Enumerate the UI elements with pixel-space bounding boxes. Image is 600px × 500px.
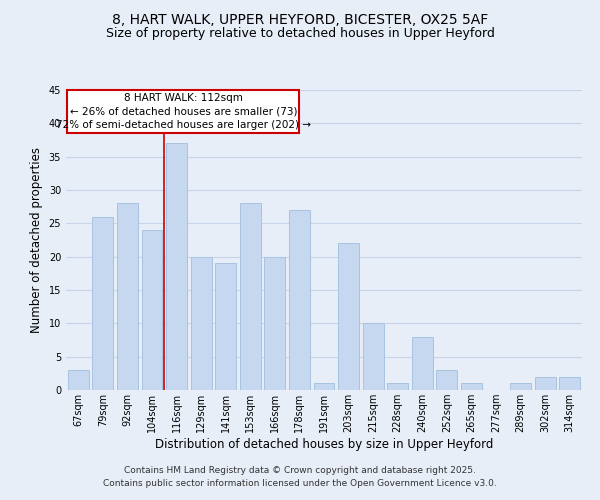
Bar <box>265 256 286 390</box>
Bar <box>436 370 457 390</box>
X-axis label: Distribution of detached houses by size in Upper Heyford: Distribution of detached houses by size … <box>155 438 493 451</box>
Bar <box>117 204 138 390</box>
Bar <box>461 384 482 390</box>
Bar <box>559 376 580 390</box>
Bar <box>166 144 187 390</box>
Bar <box>289 210 310 390</box>
Y-axis label: Number of detached properties: Number of detached properties <box>30 147 43 333</box>
Bar <box>142 230 163 390</box>
Bar <box>215 264 236 390</box>
Text: 8 HART WALK: 112sqm
← 26% of detached houses are smaller (73)
72% of semi-detach: 8 HART WALK: 112sqm ← 26% of detached ho… <box>56 94 311 130</box>
Text: 8, HART WALK, UPPER HEYFORD, BICESTER, OX25 5AF: 8, HART WALK, UPPER HEYFORD, BICESTER, O… <box>112 12 488 26</box>
Bar <box>68 370 89 390</box>
Bar <box>362 324 383 390</box>
FancyBboxPatch shape <box>67 90 299 134</box>
Bar <box>191 256 212 390</box>
Bar <box>338 244 359 390</box>
Bar <box>387 384 408 390</box>
Bar <box>510 384 531 390</box>
Text: Size of property relative to detached houses in Upper Heyford: Size of property relative to detached ho… <box>106 28 494 40</box>
Bar <box>92 216 113 390</box>
Bar <box>314 384 334 390</box>
Text: Contains HM Land Registry data © Crown copyright and database right 2025.
Contai: Contains HM Land Registry data © Crown c… <box>103 466 497 487</box>
Bar <box>240 204 261 390</box>
Bar <box>412 336 433 390</box>
Bar <box>535 376 556 390</box>
